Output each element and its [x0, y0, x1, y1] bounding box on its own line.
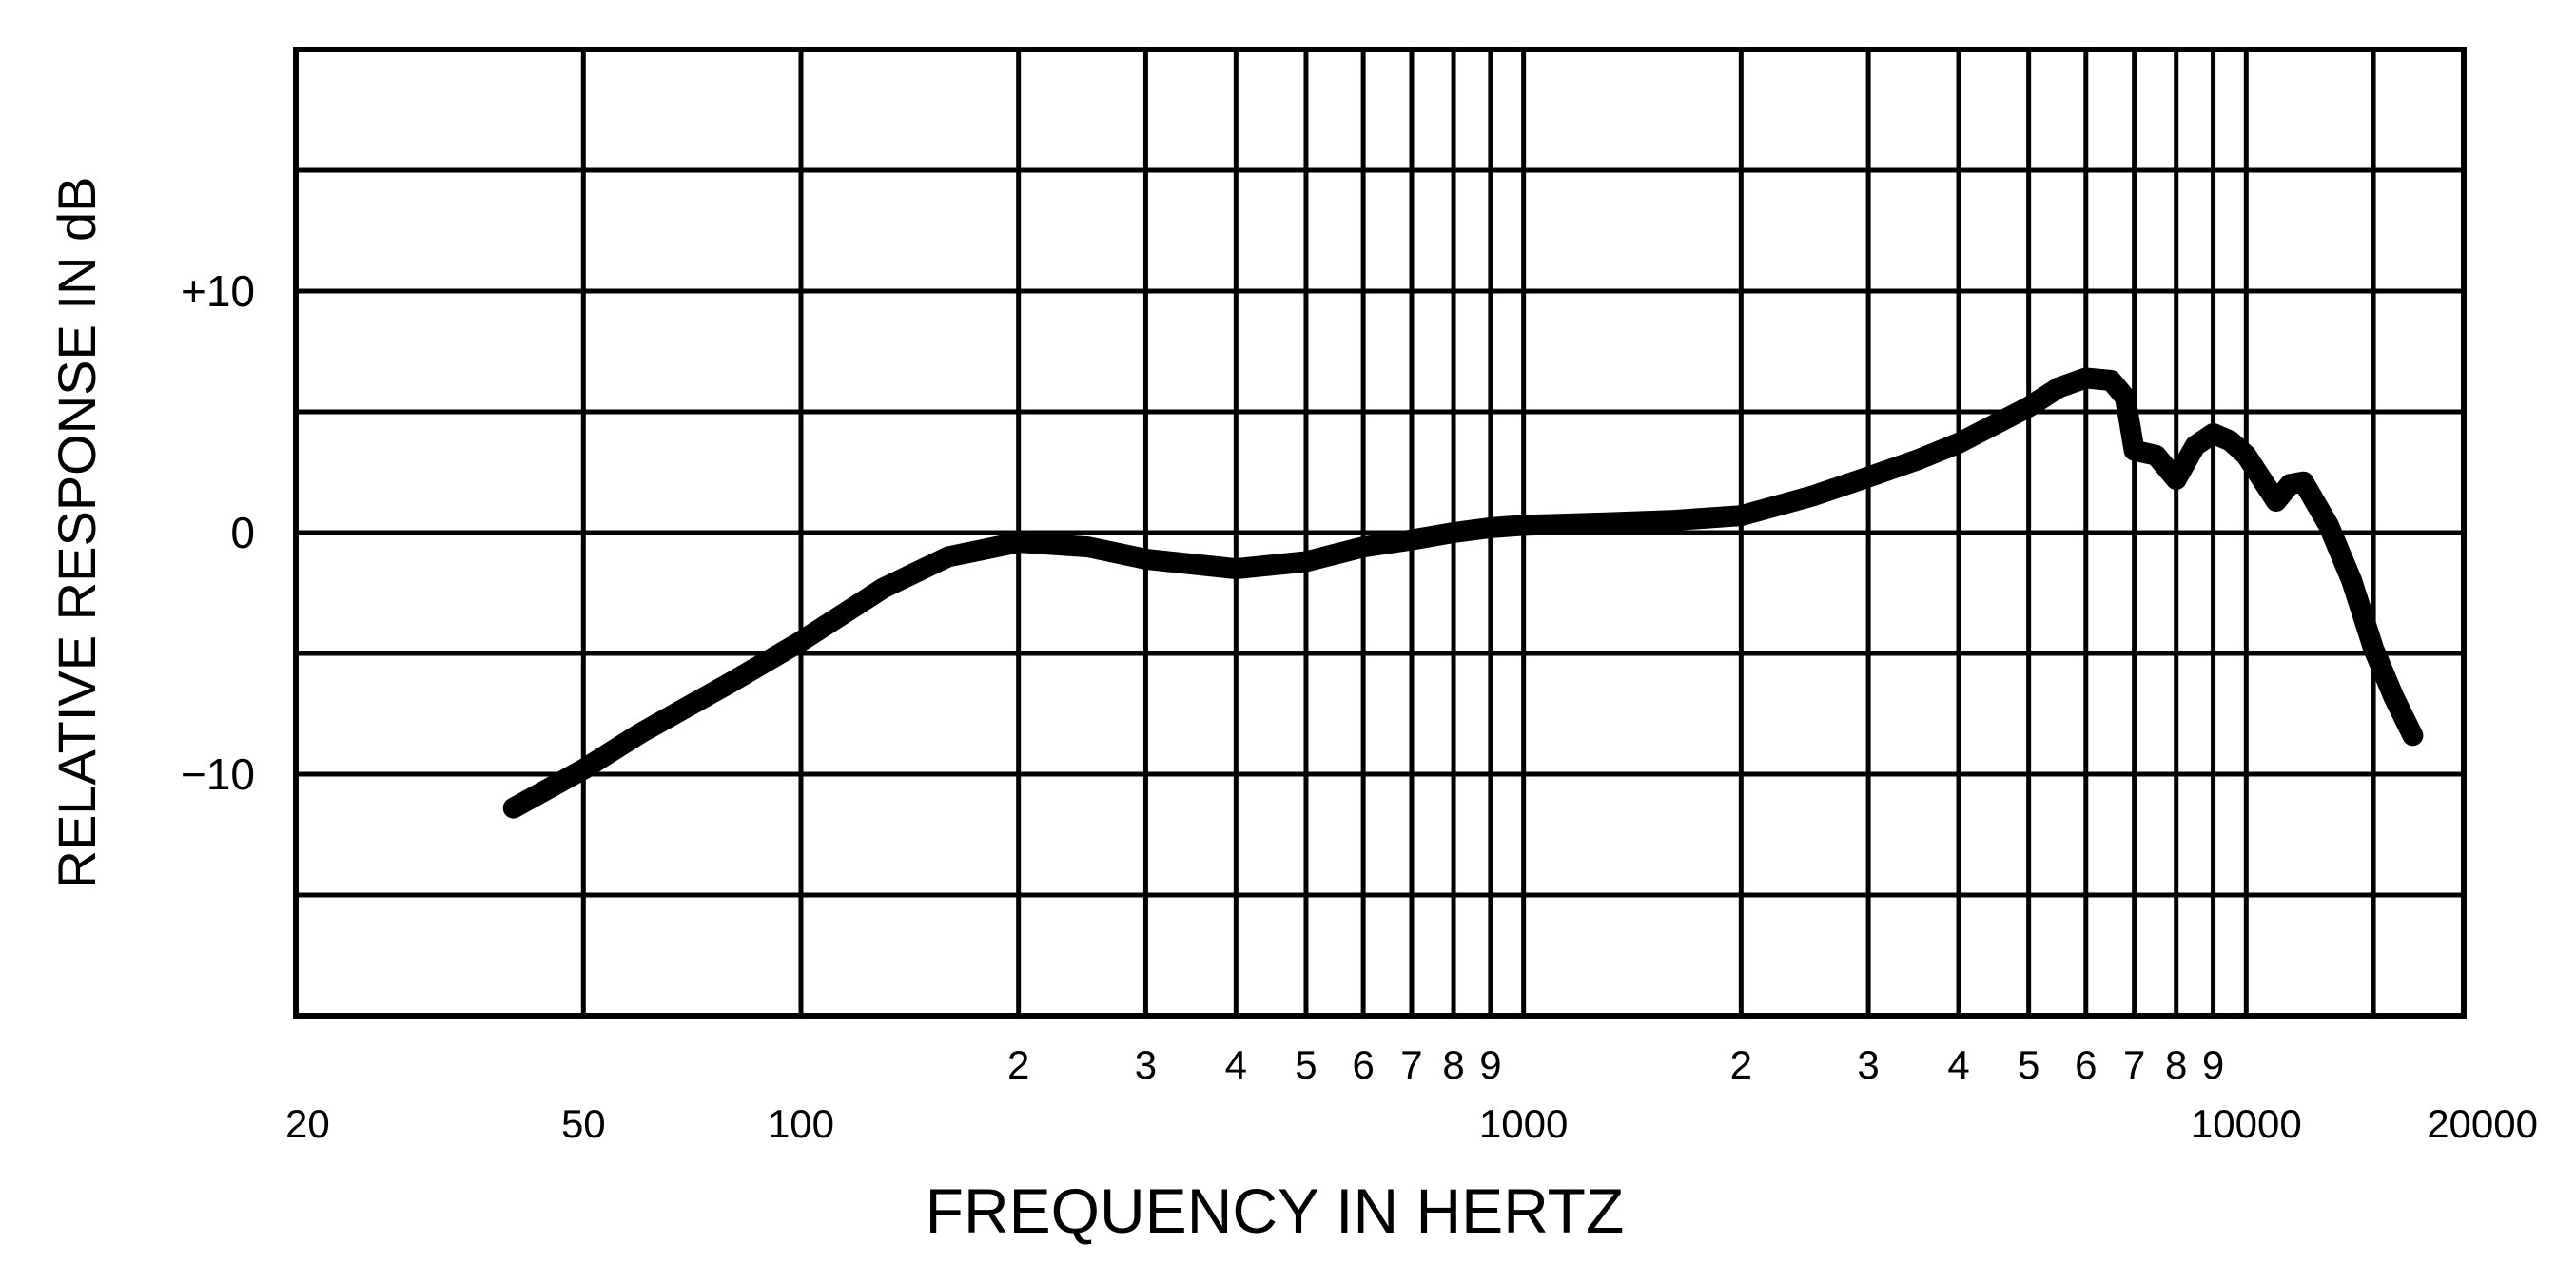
y-tick-label: 0: [230, 508, 255, 557]
x-minor-tick-label: 5: [2018, 1042, 2039, 1087]
x-minor-tick-label: 2: [1007, 1042, 1029, 1087]
plot-frame: [293, 47, 2467, 1019]
x-major-tick-label: 20000: [2427, 1101, 2538, 1146]
y-tick-label: +10: [181, 266, 255, 316]
x-major-tick-label: 20: [285, 1101, 330, 1146]
x-major-tick-label: 100: [768, 1101, 834, 1146]
x-major-tick-label: 50: [561, 1101, 606, 1146]
x-major-tick-label: 10000: [2191, 1101, 2302, 1146]
x-minor-tick-label: 2: [1730, 1042, 1752, 1087]
x-minor-tick-label: 3: [1135, 1042, 1157, 1087]
y-tick-labels: +10 0 −10: [181, 266, 255, 799]
x-major-tick-labels: 20 50 100 1000 10000 20000: [285, 1101, 2538, 1146]
y-axis-label: RELATIVE RESPONSE IN dB: [47, 177, 107, 889]
x-minor-tick-label: 7: [1400, 1042, 1422, 1087]
grid: [296, 49, 2464, 1016]
x-minor-tick-label: 4: [1947, 1042, 1969, 1087]
x-minor-tick-label: 6: [1352, 1042, 1374, 1087]
x-minor-tick-label: 8: [1442, 1042, 1464, 1087]
x-minor-tick-label: 4: [1225, 1042, 1247, 1087]
y-tick-label: −10: [181, 749, 255, 799]
x-minor-tick-label: 8: [2165, 1042, 2187, 1087]
x-major-tick-label: 1000: [1479, 1101, 1568, 1146]
x-minor-tick-label: 6: [2075, 1042, 2097, 1087]
x-minor-tick-label: 3: [1857, 1042, 1879, 1087]
x-minor-tick-label: 9: [2202, 1042, 2224, 1087]
x-minor-tick-label: 7: [2123, 1042, 2145, 1087]
x-minor-tick-label: 5: [1295, 1042, 1317, 1087]
response-curve: [502, 367, 2424, 819]
x-axis-label: FREQUENCY IN HERTZ: [926, 1176, 1625, 1246]
x-minor-tick-label: 9: [1479, 1042, 1501, 1087]
